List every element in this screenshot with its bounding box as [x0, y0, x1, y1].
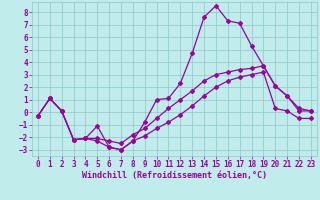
X-axis label: Windchill (Refroidissement éolien,°C): Windchill (Refroidissement éolien,°C)	[82, 171, 267, 180]
